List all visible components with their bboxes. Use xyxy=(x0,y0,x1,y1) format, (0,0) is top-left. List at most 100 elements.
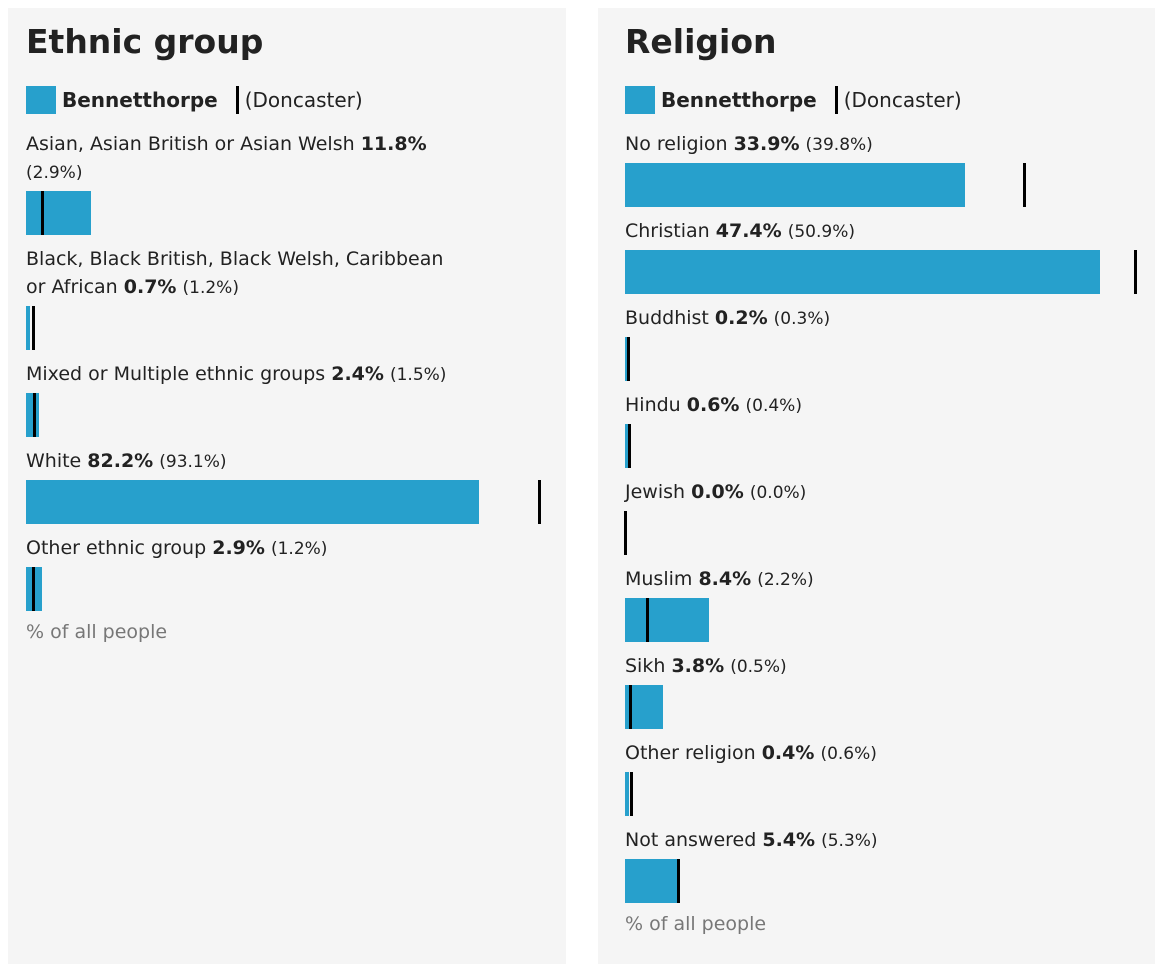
comparison-marker xyxy=(627,337,630,381)
legend: Bennetthorpe (Doncaster) xyxy=(625,86,1137,114)
category-label: Black, Black British, Black Welsh, Carib… xyxy=(26,245,456,302)
bar xyxy=(625,859,680,903)
category-label: Buddhist 0.2% (0.3%) xyxy=(625,304,1137,333)
comparison-marker xyxy=(677,859,681,903)
value-label: 2.4% xyxy=(331,363,384,385)
comparison-label: (50.9%) xyxy=(787,222,856,242)
value-label: 8.4% xyxy=(698,568,752,590)
value-label: 0.7% xyxy=(123,276,177,298)
bar xyxy=(625,598,710,642)
category-label: Sikh 3.8% (0.5%) xyxy=(625,652,1137,681)
comparison-label: (0.5%) xyxy=(730,657,787,677)
comparison-marker xyxy=(628,424,631,468)
category-label: Not answered 5.4% (5.3%) xyxy=(625,826,1137,855)
value-label: 5.4% xyxy=(762,829,816,851)
legend-label: Bennetthorpe xyxy=(661,88,817,112)
category-name: Christian xyxy=(625,220,710,242)
panel: Religion Bennetthorpe (Doncaster) No religi… xyxy=(598,8,1155,964)
category-label: Christian 47.4% (50.9%) xyxy=(625,217,1137,246)
legend-swatch xyxy=(625,86,655,114)
legend: Bennetthorpe (Doncaster) xyxy=(26,86,548,114)
bar xyxy=(625,337,627,381)
bar-track xyxy=(26,480,548,524)
bar-track xyxy=(26,393,548,437)
bar-track xyxy=(625,250,1137,294)
category-name: Other religion xyxy=(625,742,756,764)
axis-label: % of all people xyxy=(625,913,767,935)
category-name: Muslim xyxy=(625,568,693,590)
category-label: Jewish 0.0% (0.0%) xyxy=(625,478,1137,507)
value-label: 2.9% xyxy=(212,537,265,559)
category-name: Not answered xyxy=(625,829,757,851)
value-label: 0.2% xyxy=(714,307,768,329)
comparison-label: (0.4%) xyxy=(745,396,802,416)
axis-label: % of all people xyxy=(26,621,168,643)
comparison-marker xyxy=(629,685,632,729)
bar-track xyxy=(624,511,1137,555)
bar-track xyxy=(625,772,1137,816)
bar-track xyxy=(625,424,1137,468)
bar xyxy=(26,191,92,235)
comparison-label: (0.3%) xyxy=(773,309,831,329)
comparison-label: (2.2%) xyxy=(757,570,814,590)
category-label: Asian, Asian British or Asian Welsh 11.8… xyxy=(26,130,456,187)
value-label: 47.4% xyxy=(715,220,782,242)
category-name: Black, Black British, Black Welsh, Carib… xyxy=(26,248,444,298)
bar-track xyxy=(625,859,1137,903)
category-label: Other ethnic group 2.9% (1.2%) xyxy=(26,534,456,563)
comparison-marker xyxy=(537,480,541,524)
panel: Ethnic group Bennetthorpe (Doncaster) Asian… xyxy=(8,8,566,964)
comparison-label: (93.1%) xyxy=(159,452,227,472)
comparison-label: (1.2%) xyxy=(182,278,239,298)
value-label: 82.2% xyxy=(87,450,154,472)
comparison-marker xyxy=(624,511,627,555)
legend-marker xyxy=(235,86,239,114)
comparison-label: (0.0%) xyxy=(749,483,807,503)
value-label: 0.6% xyxy=(686,394,740,416)
comparison-label: (1.5%) xyxy=(389,365,447,385)
bar-track xyxy=(26,306,548,350)
category-name: Other ethnic group xyxy=(26,537,207,559)
category-label: Hindu 0.6% (0.4%) xyxy=(625,391,1137,420)
comparison-label: (5.3%) xyxy=(821,831,878,851)
value-label: 3.8% xyxy=(671,655,725,677)
value-label: 11.8% xyxy=(360,133,427,155)
value-label: 0.4% xyxy=(761,742,815,764)
bar-track xyxy=(26,191,548,235)
bar xyxy=(625,772,629,816)
comparison-label: (0.6%) xyxy=(820,744,877,764)
bar-track xyxy=(625,598,1137,642)
legend-marker xyxy=(834,86,838,114)
comparison-marker xyxy=(1133,250,1137,294)
bar xyxy=(625,163,965,207)
category-label: No religion 33.9% (39.8%) xyxy=(625,130,1137,159)
legend-label: (Doncaster) xyxy=(843,88,962,112)
comparison-marker xyxy=(630,772,633,816)
legend-swatch xyxy=(26,86,56,114)
category-name: Buddhist xyxy=(625,307,709,329)
bar-track xyxy=(625,685,1137,729)
category-name: Mixed or Multiple ethnic groups xyxy=(26,363,326,385)
category-name: Jewish xyxy=(625,481,686,503)
comparison-label: (39.8%) xyxy=(805,135,873,155)
category-label: Muslim 8.4% (2.2%) xyxy=(625,565,1137,594)
bar-track xyxy=(26,567,548,611)
bar xyxy=(26,306,30,350)
legend-label: Bennetthorpe xyxy=(62,88,218,112)
category-label: Mixed or Multiple ethnic groups 2.4% (1.… xyxy=(26,360,456,389)
value-label: 33.9% xyxy=(733,133,800,155)
comparison-label: (1.2%) xyxy=(270,539,328,559)
comparison-marker xyxy=(40,191,44,235)
bar xyxy=(625,250,1100,294)
bar-track xyxy=(625,337,1137,381)
comparison-marker xyxy=(31,306,35,350)
category-name: Asian, Asian British or Asian Welsh xyxy=(26,133,355,155)
category-name: White xyxy=(26,450,82,472)
category-name: No religion xyxy=(625,133,728,155)
category-label: White 82.2% (93.1%) xyxy=(26,447,456,476)
comparison-marker xyxy=(1022,163,1026,207)
category-name: Sikh xyxy=(625,655,666,677)
comparison-marker xyxy=(33,393,37,437)
chart-title: Ethnic group xyxy=(26,22,264,61)
